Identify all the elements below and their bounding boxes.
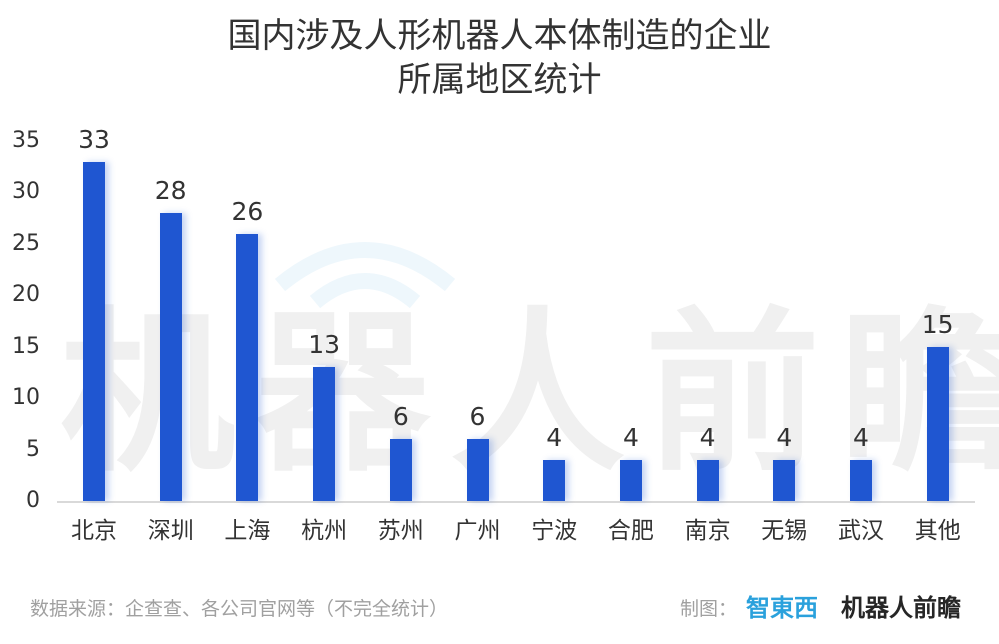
bar-value-label: 4: [776, 422, 793, 452]
bar: [543, 459, 566, 501]
bar: [236, 233, 259, 501]
x-tick-label: 其他: [914, 518, 961, 544]
x-tick-label: 武汉: [838, 518, 884, 544]
x-tick-label: 宁波: [531, 518, 578, 544]
y-tick-label: 25: [12, 230, 40, 256]
robot-frontier-logo: 机器人前瞻: [841, 594, 961, 622]
bar: [619, 459, 642, 501]
y-tick-label: 0: [26, 488, 40, 513]
y-tick-label: 20: [12, 282, 40, 308]
bar-value-label: 28: [154, 176, 187, 205]
y-tick-label: 30: [12, 179, 40, 205]
x-tick-label: 上海: [224, 518, 271, 544]
y-tick-label: 35: [12, 128, 40, 153]
data-source-note: 数据来源：企查查、各公司官网等（不完全统计）: [30, 598, 449, 620]
bar: [159, 213, 182, 501]
bar: [466, 439, 489, 501]
x-tick-label: 广州: [454, 518, 501, 544]
bar: [773, 459, 796, 501]
bar: [389, 439, 412, 501]
x-tick-label: 深圳: [147, 518, 194, 544]
x-tick-label: 无锡: [761, 518, 808, 544]
bar-value-label: 4: [699, 422, 716, 452]
bar-value-label: 6: [469, 402, 486, 432]
bar-value-label: 26: [231, 196, 264, 226]
x-axis-line: [57, 501, 975, 503]
bar: [313, 367, 336, 501]
bar: [83, 161, 105, 501]
bar: [850, 459, 872, 501]
x-tick-label: 苏州: [377, 518, 424, 544]
chart-title-line-2: 所属地区统计: [397, 60, 602, 100]
bar-value-label: 4: [546, 422, 563, 452]
chart-title-line-1: 国内涉及人形机器人本体制造的企业: [227, 16, 772, 56]
credit-label: 制图：: [680, 598, 738, 620]
bar-value-label: 15: [921, 309, 954, 339]
x-tick-label: 南京: [684, 518, 731, 544]
bar-value-label: 6: [392, 402, 409, 432]
y-tick-label: 5: [26, 436, 40, 462]
bar-value-label: 13: [308, 330, 340, 360]
bar: [926, 346, 949, 501]
bar-value-label: 33: [78, 124, 110, 154]
x-tick-label: 合肥: [607, 518, 654, 544]
x-tick-label: 杭州: [301, 518, 348, 544]
watermark: 机器人前瞻: [60, 293, 999, 496]
bar-value-label: 4: [853, 422, 869, 452]
bar-value-label: 4: [622, 422, 639, 452]
bar: [696, 459, 719, 501]
y-tick-label: 10: [12, 385, 40, 411]
y-tick-label: 15: [12, 333, 40, 359]
x-tick-label: 北京: [71, 518, 117, 544]
watermark-wifi-icon: [274, 242, 456, 309]
zhidongxi-logo: 智東西: [746, 594, 818, 622]
chart-title: 国内涉及人形机器人本体制造的企业 所属地区统计: [0, 14, 999, 102]
